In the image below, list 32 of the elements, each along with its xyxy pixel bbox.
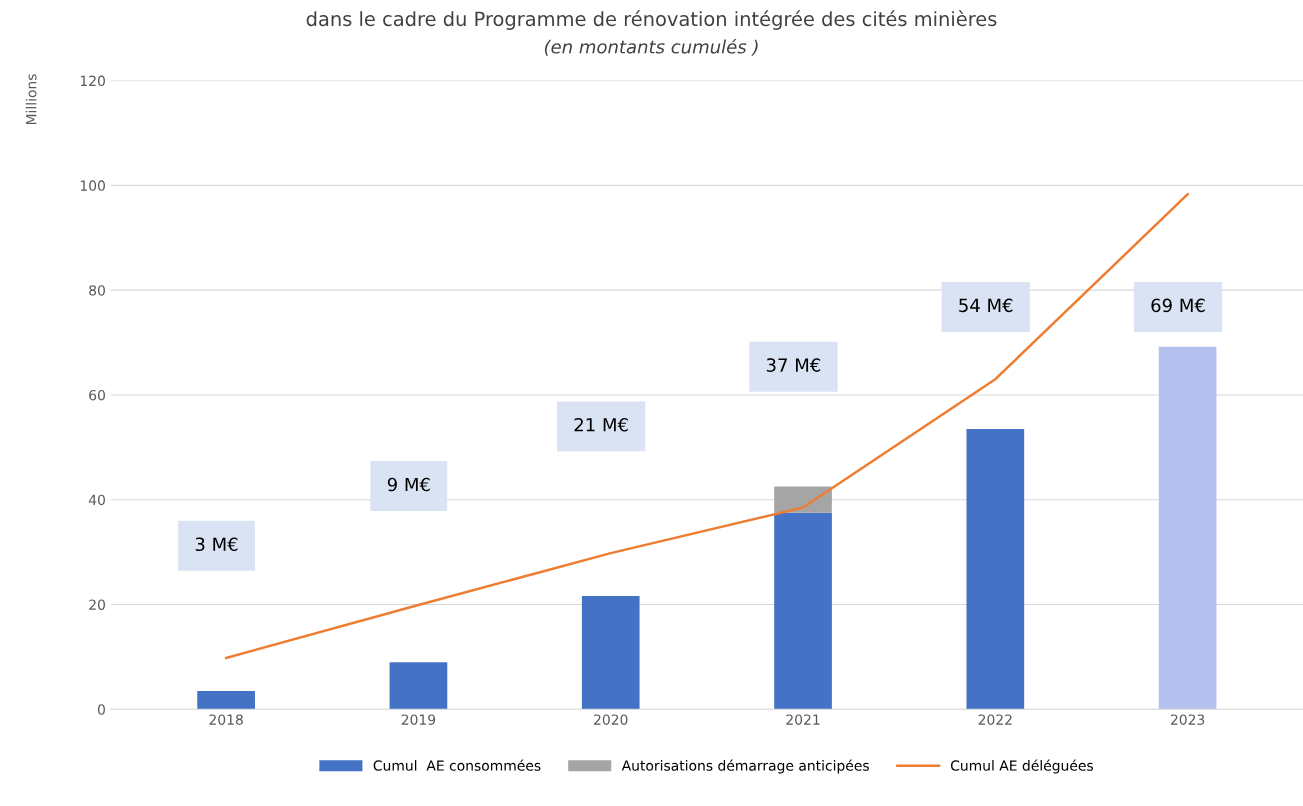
annotation: 9 M€ [387, 477, 430, 492]
x-tick-label: 2021 [786, 714, 820, 725]
y-tick-label: 0 [97, 704, 105, 715]
legend-label: Cumul AE consommées [373, 759, 541, 771]
x-tick-label: 2018 [209, 714, 243, 725]
y-tick-label: 60 [89, 389, 105, 401]
y-tick-label: 20 [89, 599, 105, 610]
chart-title: dans le cadre du Programme de rénovation intégrée des cités minières [306, 10, 997, 30]
annotation: 54 M€ [959, 298, 1013, 313]
bar [197, 690, 255, 710]
bar [1158, 346, 1217, 710]
bar [774, 512, 832, 710]
y-axis-title: Millions [25, 74, 37, 125]
x-tick-label: 2023 [1170, 714, 1205, 725]
chart-subtitle: (en montants cumulés ) [544, 38, 758, 56]
bar [389, 662, 448, 710]
x-tick-label: 2022 [978, 714, 1012, 725]
legend-label: Autorisations démarrage anticipées [621, 759, 869, 774]
annotation: 21 M€ [574, 417, 628, 432]
bar [966, 428, 1025, 710]
bar [774, 486, 832, 513]
y-tick-label: 100 [80, 180, 105, 191]
y-tick-label: 80 [89, 285, 105, 296]
x-tick-label: 2020 [594, 714, 628, 725]
x-tick-label: 2019 [401, 714, 436, 725]
bar [581, 596, 640, 710]
annotation: 3 M€ [195, 537, 238, 552]
y-tick-label: 120 [80, 75, 105, 87]
y-tick-label: 40 [88, 494, 105, 506]
legend-label: Cumul AE déléguées [950, 759, 1093, 774]
annotation: 37 M€ [766, 358, 821, 372]
annotation: 69 M€ [1151, 298, 1205, 313]
